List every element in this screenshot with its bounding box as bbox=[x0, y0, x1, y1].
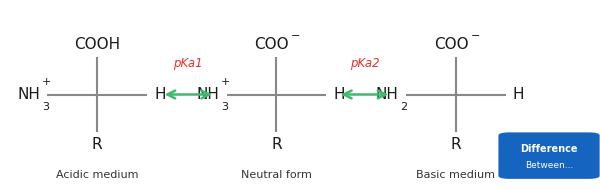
Text: Acidic medium: Acidic medium bbox=[56, 170, 139, 180]
Text: R: R bbox=[451, 137, 461, 152]
Text: 3: 3 bbox=[221, 101, 228, 112]
Text: Between...: Between... bbox=[525, 161, 573, 170]
Text: COO: COO bbox=[254, 37, 289, 52]
Text: Difference: Difference bbox=[520, 144, 578, 154]
Text: Neutral form: Neutral form bbox=[241, 170, 312, 180]
Text: −: − bbox=[291, 31, 301, 41]
Text: H: H bbox=[334, 87, 345, 102]
Text: −: − bbox=[470, 31, 480, 41]
Text: COOH: COOH bbox=[74, 37, 120, 52]
Text: NH: NH bbox=[197, 87, 220, 102]
Text: +: + bbox=[42, 77, 51, 87]
Text: R: R bbox=[271, 137, 282, 152]
Text: H: H bbox=[154, 87, 166, 102]
Text: pKa2: pKa2 bbox=[350, 57, 379, 70]
Text: NH: NH bbox=[17, 87, 40, 102]
Text: H: H bbox=[513, 87, 524, 102]
Text: 2: 2 bbox=[401, 101, 407, 112]
Text: COO: COO bbox=[434, 37, 469, 52]
Text: R: R bbox=[92, 137, 103, 152]
Text: 3: 3 bbox=[42, 101, 49, 112]
Text: Basic medium: Basic medium bbox=[416, 170, 496, 180]
FancyBboxPatch shape bbox=[497, 132, 600, 180]
Text: NH: NH bbox=[376, 87, 399, 102]
Text: +: + bbox=[221, 77, 230, 87]
Text: pKa1: pKa1 bbox=[173, 57, 203, 70]
